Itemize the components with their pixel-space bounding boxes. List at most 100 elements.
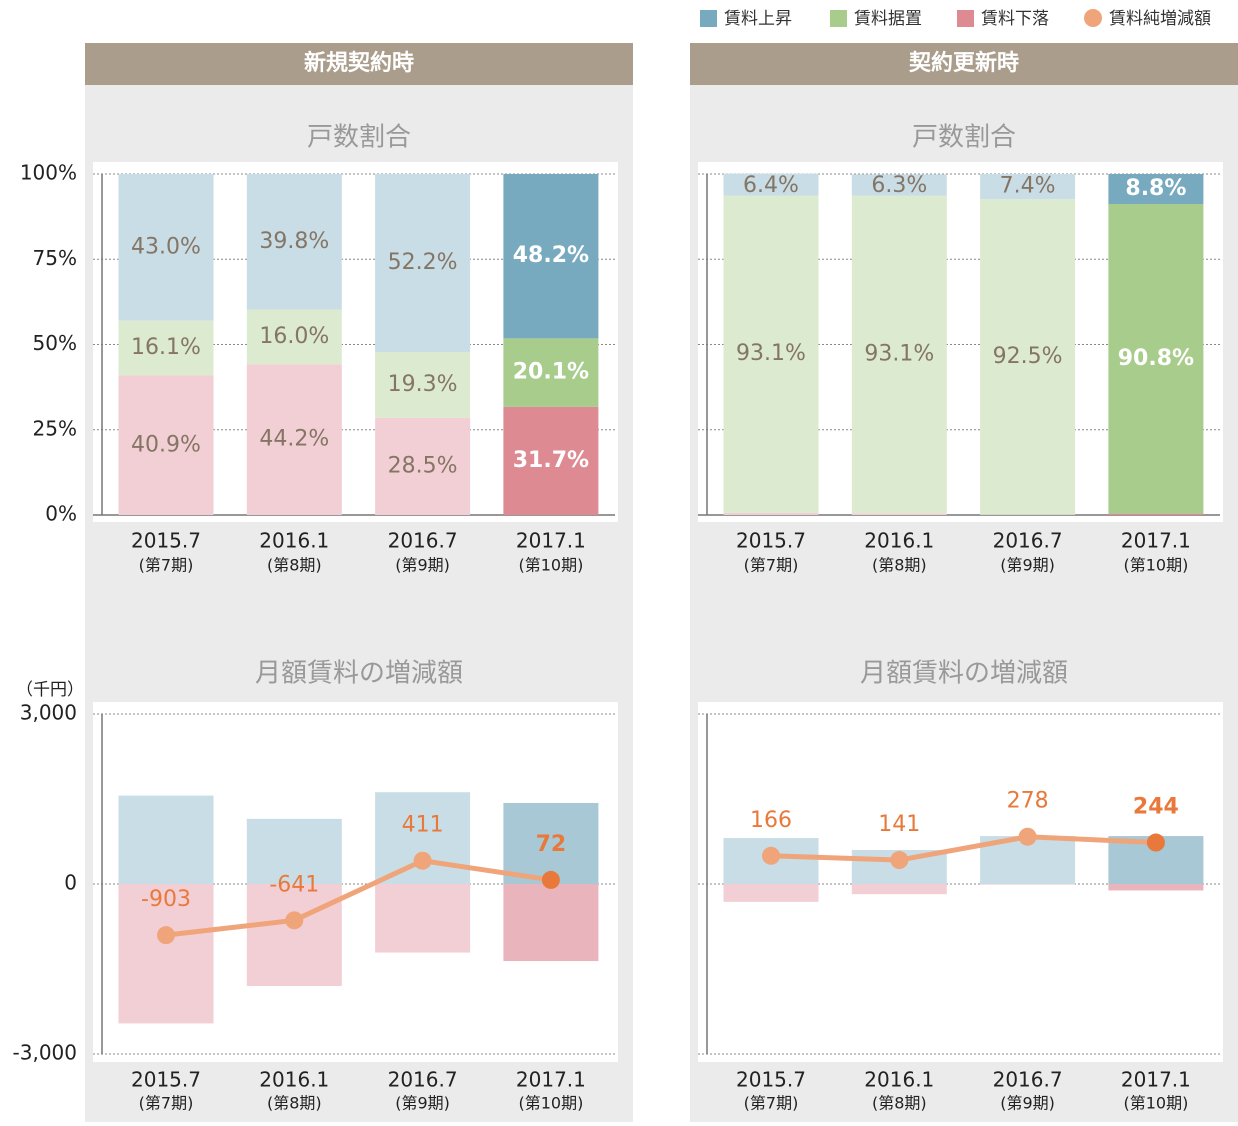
x-tick-label: 2016.1: [864, 529, 934, 553]
line-point: [414, 852, 432, 870]
legend-label: 賃料純増減額: [1109, 9, 1211, 29]
data-label: 31.7%: [513, 448, 589, 473]
chart-title: 月額賃料の増減額: [255, 659, 463, 689]
bar: [247, 884, 342, 986]
data-label: 141: [878, 812, 920, 837]
x-tick-label: 2016.7: [993, 529, 1063, 553]
x-tick-sublabel: (第10期): [518, 1094, 583, 1113]
data-label: -641: [269, 872, 319, 897]
x-tick-label: 2016.1: [259, 529, 329, 553]
y-tick-label: -3,000: [13, 1041, 77, 1065]
data-label: 93.1%: [864, 342, 934, 367]
legend-label: 賃料上昇: [724, 9, 792, 29]
data-label: 166: [750, 808, 792, 833]
x-tick-label: 2016.7: [388, 529, 458, 553]
bar: [980, 884, 1075, 885]
y-tick-label: 50%: [33, 331, 77, 355]
x-tick-sublabel: (第10期): [1123, 556, 1188, 575]
x-tick-sublabel: (第7期): [139, 556, 194, 575]
data-label: 6.4%: [743, 173, 799, 198]
bar: [724, 884, 819, 902]
x-tick-sublabel: (第7期): [744, 1094, 799, 1113]
legend-label: 賃料下落: [981, 9, 1049, 29]
y-unit-label: （千円）: [16, 680, 84, 700]
x-tick-sublabel: (第8期): [267, 556, 322, 575]
data-label: 40.9%: [131, 432, 201, 457]
data-label: 16.0%: [259, 324, 329, 349]
legend-marker: [1084, 9, 1102, 27]
x-tick-sublabel: (第8期): [872, 1094, 927, 1113]
data-label: 411: [402, 813, 444, 838]
y-tick-label: 3,000: [20, 701, 77, 725]
data-label: 278: [1007, 789, 1049, 814]
chart-title: 月額賃料の増減額: [860, 659, 1068, 689]
x-tick-label: 2015.7: [131, 529, 201, 553]
data-label: 90.8%: [1118, 346, 1194, 371]
data-label: -903: [141, 887, 191, 912]
data-label: 7.4%: [1000, 174, 1056, 199]
data-label: 72: [536, 832, 567, 857]
x-tick-label: 2017.1: [1121, 529, 1191, 553]
panel-title: 新規契約時: [304, 50, 414, 76]
legend-marker: [957, 10, 974, 27]
x-tick-sublabel: (第9期): [395, 556, 450, 575]
bar: [503, 884, 598, 961]
x-tick-sublabel: (第9期): [395, 1094, 450, 1113]
legend-marker: [830, 10, 847, 27]
line-point: [762, 847, 780, 865]
data-label: 92.5%: [993, 344, 1063, 369]
data-label: 93.1%: [736, 341, 806, 366]
y-tick-label: 0%: [45, 502, 77, 526]
y-tick-label: 25%: [33, 416, 77, 440]
y-tick-label: 75%: [33, 246, 77, 270]
x-tick-label: 2016.1: [864, 1068, 934, 1092]
y-tick-label: 0: [64, 871, 77, 895]
x-tick-label: 2017.1: [1121, 1068, 1191, 1092]
x-tick-label: 2015.7: [131, 1068, 201, 1092]
line-point: [1019, 828, 1037, 846]
x-tick-sublabel: (第7期): [139, 1094, 194, 1113]
x-tick-sublabel: (第10期): [518, 556, 583, 575]
x-tick-label: 2015.7: [736, 1068, 806, 1092]
bar: [852, 884, 947, 894]
x-tick-label: 2015.7: [736, 529, 806, 553]
x-tick-label: 2017.1: [516, 1068, 586, 1092]
y-tick-label: 100%: [20, 161, 77, 185]
data-label: 52.2%: [388, 250, 458, 275]
x-tick-sublabel: (第10期): [1123, 1094, 1188, 1113]
data-label: 244: [1133, 795, 1179, 820]
data-label: 28.5%: [388, 453, 458, 478]
x-tick-sublabel: (第7期): [744, 556, 799, 575]
legend-marker: [700, 10, 717, 27]
line-point: [157, 926, 175, 944]
bar: [1108, 884, 1203, 890]
x-tick-sublabel: (第8期): [267, 1094, 322, 1113]
data-label: 19.3%: [388, 372, 458, 397]
bar: [119, 796, 214, 884]
data-label: 48.2%: [513, 243, 589, 268]
x-tick-sublabel: (第9期): [1000, 1094, 1055, 1113]
x-tick-sublabel: (第9期): [1000, 556, 1055, 575]
bar: [375, 884, 470, 953]
data-label: 16.1%: [131, 335, 201, 360]
data-label: 8.8%: [1125, 176, 1186, 201]
chart-title: 戸数割合: [912, 123, 1016, 153]
bar: [375, 792, 470, 884]
line-point: [542, 871, 560, 889]
line-point: [285, 911, 303, 929]
x-tick-label: 2017.1: [516, 529, 586, 553]
panel-title: 契約更新時: [908, 50, 1019, 76]
data-label: 44.2%: [259, 427, 329, 452]
line-point: [890, 851, 908, 869]
x-tick-label: 2016.7: [388, 1068, 458, 1092]
chart-title: 戸数割合: [307, 123, 411, 153]
legend-label: 賃料据置: [854, 9, 922, 29]
data-label: 6.3%: [871, 173, 927, 198]
x-tick-sublabel: (第8期): [872, 556, 927, 575]
data-label: 43.0%: [131, 234, 201, 259]
x-tick-label: 2016.1: [259, 1068, 329, 1092]
line-point: [1147, 834, 1165, 852]
data-label: 39.8%: [259, 229, 329, 254]
x-tick-label: 2016.7: [993, 1068, 1063, 1092]
